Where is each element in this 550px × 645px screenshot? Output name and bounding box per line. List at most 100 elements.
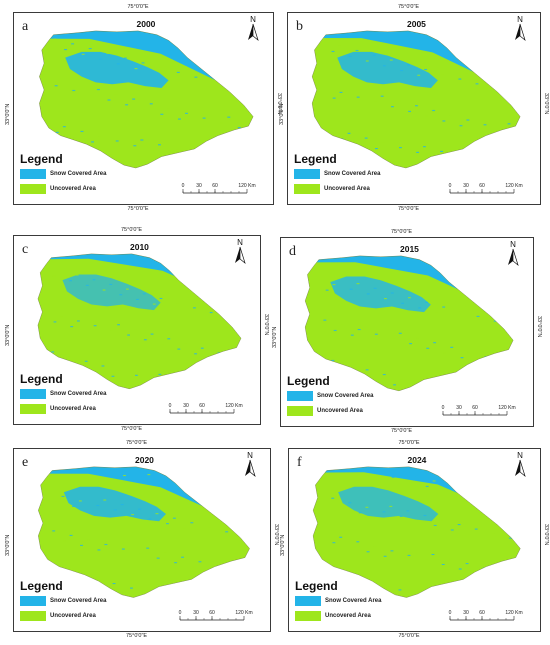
uncovered-area bbox=[313, 466, 521, 598]
legend-title: Legend bbox=[20, 152, 63, 166]
latitude-label-left: 33°0'0"N bbox=[5, 103, 11, 125]
snow-cover-map bbox=[37, 253, 242, 390]
legend-title: Legend bbox=[294, 152, 337, 166]
scale-tick-label: 30 bbox=[456, 405, 462, 411]
legend-item-snow: Snow Covered Area bbox=[20, 595, 106, 607]
longitude-label-bottom: 75°0'0"E bbox=[398, 633, 420, 639]
scale-tick-label: 30 bbox=[193, 610, 199, 616]
legend-label-snow: Snow Covered Area bbox=[50, 171, 107, 177]
legend-title: Legend bbox=[287, 374, 330, 388]
uncovered-swatch bbox=[295, 611, 321, 621]
region-map bbox=[303, 29, 532, 172]
snow-cover-map bbox=[38, 30, 254, 169]
panel-year: 2005 bbox=[407, 19, 426, 29]
uncovered-area bbox=[39, 30, 253, 169]
snow-covered-area-inner bbox=[337, 51, 439, 89]
legend-item-snow: Snow Covered Area bbox=[294, 168, 380, 180]
longitude-label-bottom: 75°0'0"E bbox=[121, 426, 143, 432]
scale-bar: 0 30 60 120 Km bbox=[166, 402, 252, 416]
longitude-label-bottom: 75°0'0"E bbox=[126, 633, 148, 639]
legend-item-snow: Snow Covered Area bbox=[295, 595, 381, 607]
uncovered-area bbox=[312, 30, 521, 169]
legend-item-snow: Snow Covered Area bbox=[20, 388, 106, 400]
longitude-label-top: 75°0'0"E bbox=[126, 440, 148, 446]
legend-label-uncovered: Uncovered Area bbox=[324, 186, 370, 192]
region-map bbox=[29, 252, 252, 393]
legend-label-snow: Snow Covered Area bbox=[50, 598, 107, 604]
uncovered-area bbox=[37, 253, 241, 389]
legend-label-uncovered: Uncovered Area bbox=[325, 613, 371, 619]
snow-swatch bbox=[20, 169, 46, 179]
legend-label-snow: Snow Covered Area bbox=[317, 393, 374, 399]
map-panel: f 2024 N Legend Snow Covered Area Uncovered A… bbox=[288, 448, 541, 632]
region-map bbox=[304, 465, 532, 601]
latitude-label-right: 33°0'0"N bbox=[543, 92, 549, 114]
panel-label: c bbox=[22, 242, 29, 257]
uncovered-swatch bbox=[287, 406, 313, 416]
longitude-label-top: 75°0'0"E bbox=[391, 229, 413, 235]
scale-tick-label: 60 bbox=[212, 183, 218, 189]
snow-cover-map bbox=[312, 30, 521, 169]
scale-tick-label: 30 bbox=[463, 183, 469, 189]
panel-year: 2000 bbox=[136, 19, 156, 29]
scale-tick-label: 120 Km bbox=[505, 183, 522, 189]
scale-tick-label: 60 bbox=[479, 610, 485, 616]
north-arrow-icon: N bbox=[512, 15, 528, 41]
longitude-label-top: 75°0'0"E bbox=[127, 4, 149, 10]
scale-tick-label: 120 Km bbox=[238, 183, 255, 189]
panel-label: f bbox=[297, 455, 302, 470]
map-panel: a 2000 N Legend Snow Covered Area Uncovered A… bbox=[13, 12, 274, 205]
legend-item-snow: Snow Covered Area bbox=[20, 168, 106, 180]
snow-cover-map bbox=[313, 466, 521, 598]
latitude-label-left: 33°0'0"N bbox=[5, 534, 11, 556]
snow-swatch bbox=[294, 169, 320, 179]
panel-year: 2020 bbox=[135, 455, 154, 465]
north-letter: N bbox=[510, 240, 516, 249]
north-letter: N bbox=[247, 451, 253, 460]
map-panel: e 2020 N Legend Snow Covered Area Uncovered A… bbox=[13, 448, 271, 632]
map-legend: Legend Snow Covered Area Uncovered Area bbox=[287, 374, 373, 420]
panel-label: a bbox=[22, 19, 29, 34]
legend-title: Legend bbox=[295, 579, 338, 593]
legend-label-uncovered: Uncovered Area bbox=[317, 408, 363, 414]
legend-item-uncovered: Uncovered Area bbox=[20, 183, 106, 195]
legend-label-uncovered: Uncovered Area bbox=[50, 613, 96, 619]
scale-tick-label: 120 Km bbox=[225, 403, 242, 409]
uncovered-swatch bbox=[20, 404, 46, 414]
scale-tick-label: 60 bbox=[199, 403, 205, 409]
longitude-label-bottom: 75°0'0"E bbox=[127, 206, 149, 212]
snow-covered-area-inner bbox=[338, 486, 439, 522]
scale-tick-label: 60 bbox=[472, 405, 478, 411]
snow-swatch bbox=[295, 596, 321, 606]
scale-tick-label: 30 bbox=[183, 403, 189, 409]
north-arrow-icon: N bbox=[232, 238, 248, 264]
north-arrow-icon: N bbox=[505, 240, 521, 266]
map-legend: Legend Snow Covered Area Uncovered Area bbox=[20, 579, 106, 625]
panel-label: e bbox=[22, 455, 29, 470]
panel-year: 2010 bbox=[130, 242, 149, 252]
scale-bar: 0 30 60 120 Km bbox=[446, 609, 532, 623]
snow-swatch bbox=[20, 596, 46, 606]
scale-tick-label: 120 Km bbox=[235, 610, 252, 616]
scale-tick-label: 60 bbox=[479, 183, 485, 189]
scale-tick-label: 0 bbox=[442, 405, 445, 411]
scale-bar: 0 30 60 120 Km bbox=[176, 609, 262, 623]
snow-cover-map bbox=[38, 466, 251, 598]
uncovered-swatch bbox=[20, 184, 46, 194]
map-panel: d 2015 N Legend Snow Covered Area Uncovered A… bbox=[280, 237, 534, 427]
map-legend: Legend Snow Covered Area Uncovered Area bbox=[20, 372, 106, 418]
longitude-label-top: 75°0'0"E bbox=[398, 4, 420, 10]
north-letter: N bbox=[250, 15, 256, 24]
snow-swatch bbox=[20, 389, 46, 399]
scale-tick-label: 120 Km bbox=[498, 405, 515, 411]
region-map bbox=[29, 465, 261, 601]
north-arrow-icon: N bbox=[242, 451, 258, 477]
scale-tick-label: 0 bbox=[182, 183, 185, 189]
legend-title: Legend bbox=[20, 372, 63, 386]
scale-tick-label: 30 bbox=[196, 183, 202, 189]
legend-label-snow: Snow Covered Area bbox=[50, 391, 107, 397]
legend-label-uncovered: Uncovered Area bbox=[50, 186, 96, 192]
latitude-label-left: 33°0'0"N bbox=[272, 326, 278, 348]
region-map bbox=[296, 254, 525, 395]
legend-item-uncovered: Uncovered Area bbox=[20, 403, 106, 415]
